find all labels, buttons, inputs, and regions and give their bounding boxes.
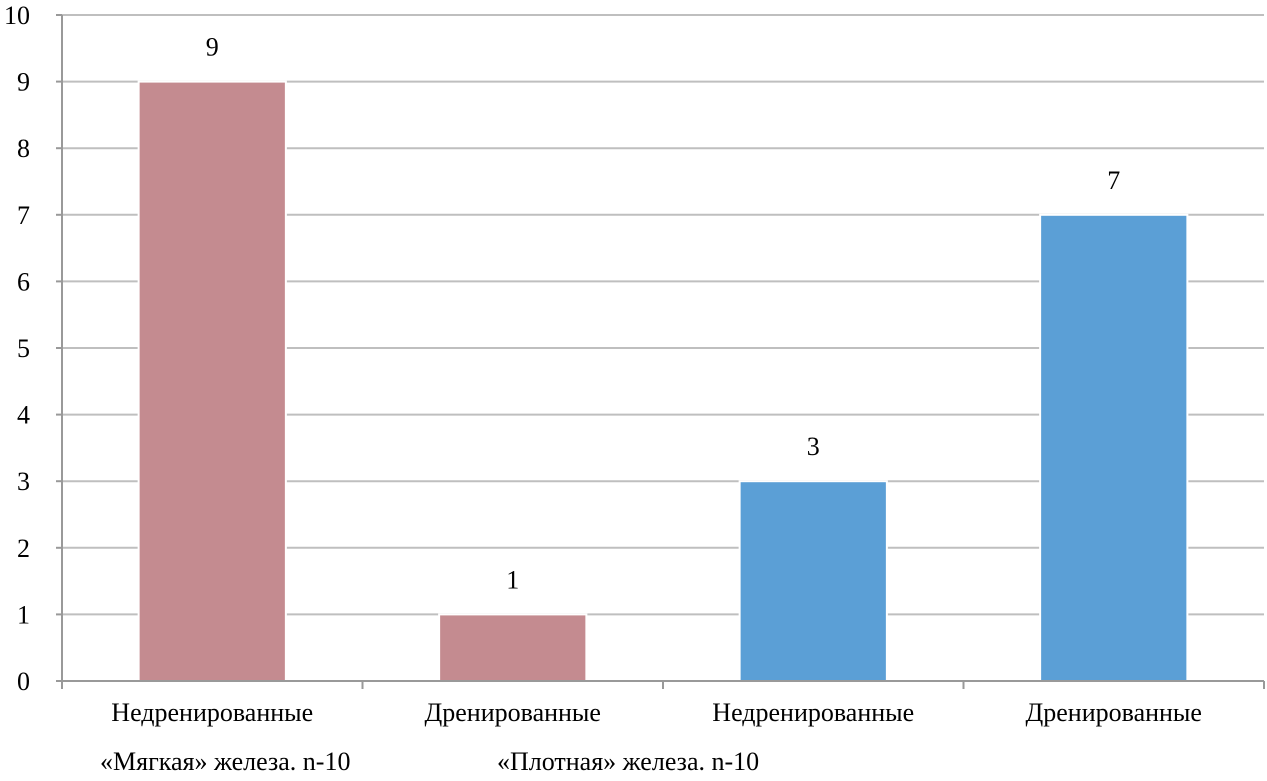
bar-4 [1039, 213, 1189, 683]
y-tick-label: 1 [17, 600, 30, 629]
y-tick-label: 2 [17, 534, 30, 563]
bar-3 [738, 480, 888, 683]
data-label-2: 1 [506, 565, 519, 594]
data-label-3: 3 [807, 432, 820, 461]
y-tick-label: 6 [17, 267, 30, 296]
y-tick-label: 8 [17, 134, 30, 163]
y-tick-label: 10 [4, 1, 30, 30]
y-tick-label: 9 [17, 68, 30, 97]
group-label-1: «Мягкая» железа. n-10 [100, 747, 350, 776]
category-label-1: Недренированные [111, 698, 313, 727]
bar-1 [137, 80, 287, 683]
data-label-1: 9 [206, 33, 219, 62]
axes [56, 14, 1265, 689]
y-tick-label: 4 [17, 401, 30, 430]
labels: 0 1 2 3 4 5 6 7 8 9 10 9 Недренированные 1 Дренированн… [4, 1, 1202, 776]
group-label-2: «Плотная» железа. n-10 [497, 747, 759, 776]
y-tick-label: 0 [17, 667, 30, 696]
category-label-3: Недренированные [712, 698, 914, 727]
y-tick-label: 3 [17, 467, 30, 496]
category-label-4: Дренированные [1026, 698, 1202, 727]
y-tick-label: 7 [17, 201, 30, 230]
bar-2 [438, 613, 588, 683]
y-tick-label: 5 [17, 334, 30, 363]
bars [137, 80, 1189, 683]
category-label-2: Дренированные [425, 698, 601, 727]
data-label-4: 7 [1107, 166, 1120, 195]
